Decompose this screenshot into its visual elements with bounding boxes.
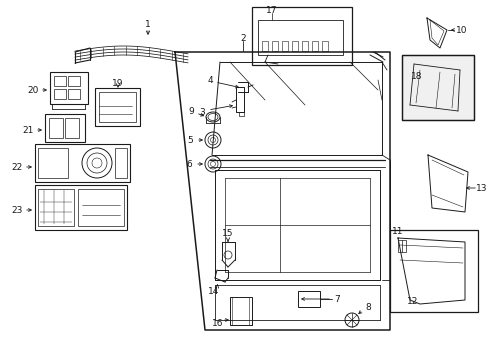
Bar bbox=[312, 41, 318, 51]
Bar bbox=[54, 76, 66, 86]
Bar bbox=[54, 89, 66, 99]
Text: 23: 23 bbox=[11, 206, 23, 215]
Bar bbox=[298, 291, 320, 307]
Bar bbox=[45, 114, 85, 142]
Bar bbox=[292, 41, 298, 51]
Ellipse shape bbox=[206, 112, 220, 122]
Text: 18: 18 bbox=[411, 72, 423, 81]
Text: 1: 1 bbox=[145, 19, 151, 28]
Bar bbox=[252, 7, 352, 65]
Text: 12: 12 bbox=[407, 297, 418, 306]
Bar bbox=[230, 297, 252, 325]
Bar bbox=[50, 72, 88, 104]
Text: 2: 2 bbox=[240, 33, 246, 42]
Bar bbox=[38, 148, 68, 178]
Text: 3: 3 bbox=[199, 108, 205, 117]
Text: 21: 21 bbox=[23, 126, 34, 135]
Text: 15: 15 bbox=[222, 230, 234, 239]
Bar bbox=[68, 76, 80, 86]
Bar bbox=[322, 41, 328, 51]
Circle shape bbox=[82, 148, 112, 178]
Text: 22: 22 bbox=[11, 162, 23, 171]
Bar bbox=[236, 87, 244, 112]
Bar bbox=[38, 189, 74, 226]
Bar bbox=[398, 240, 406, 252]
Circle shape bbox=[205, 132, 221, 148]
Text: 16: 16 bbox=[212, 319, 224, 328]
Bar bbox=[35, 185, 127, 230]
Text: 10: 10 bbox=[456, 26, 468, 35]
Bar bbox=[302, 41, 308, 51]
Bar bbox=[65, 118, 79, 138]
Text: 17: 17 bbox=[266, 5, 278, 14]
Bar bbox=[282, 41, 288, 51]
Text: 19: 19 bbox=[112, 78, 124, 87]
Text: 11: 11 bbox=[392, 228, 404, 237]
Bar bbox=[402, 55, 474, 120]
Bar bbox=[262, 41, 268, 51]
Circle shape bbox=[345, 313, 359, 327]
Text: 20: 20 bbox=[27, 86, 39, 95]
Bar bbox=[390, 230, 478, 312]
Bar bbox=[95, 88, 140, 126]
Bar bbox=[35, 144, 130, 182]
Bar bbox=[258, 20, 343, 55]
Bar bbox=[402, 55, 474, 120]
Text: 5: 5 bbox=[187, 135, 193, 144]
Bar bbox=[49, 118, 63, 138]
Bar bbox=[99, 92, 136, 122]
Text: 9: 9 bbox=[188, 107, 194, 116]
Text: 6: 6 bbox=[186, 159, 192, 168]
Bar bbox=[272, 41, 278, 51]
Text: 4: 4 bbox=[207, 76, 213, 85]
Text: 7: 7 bbox=[334, 294, 340, 303]
Bar bbox=[239, 112, 244, 116]
Bar bbox=[115, 148, 127, 178]
Circle shape bbox=[205, 156, 221, 172]
Text: 13: 13 bbox=[476, 184, 488, 193]
Text: 8: 8 bbox=[365, 302, 371, 311]
Bar bbox=[78, 189, 124, 226]
Text: 14: 14 bbox=[208, 287, 220, 296]
Bar bbox=[68, 89, 80, 99]
